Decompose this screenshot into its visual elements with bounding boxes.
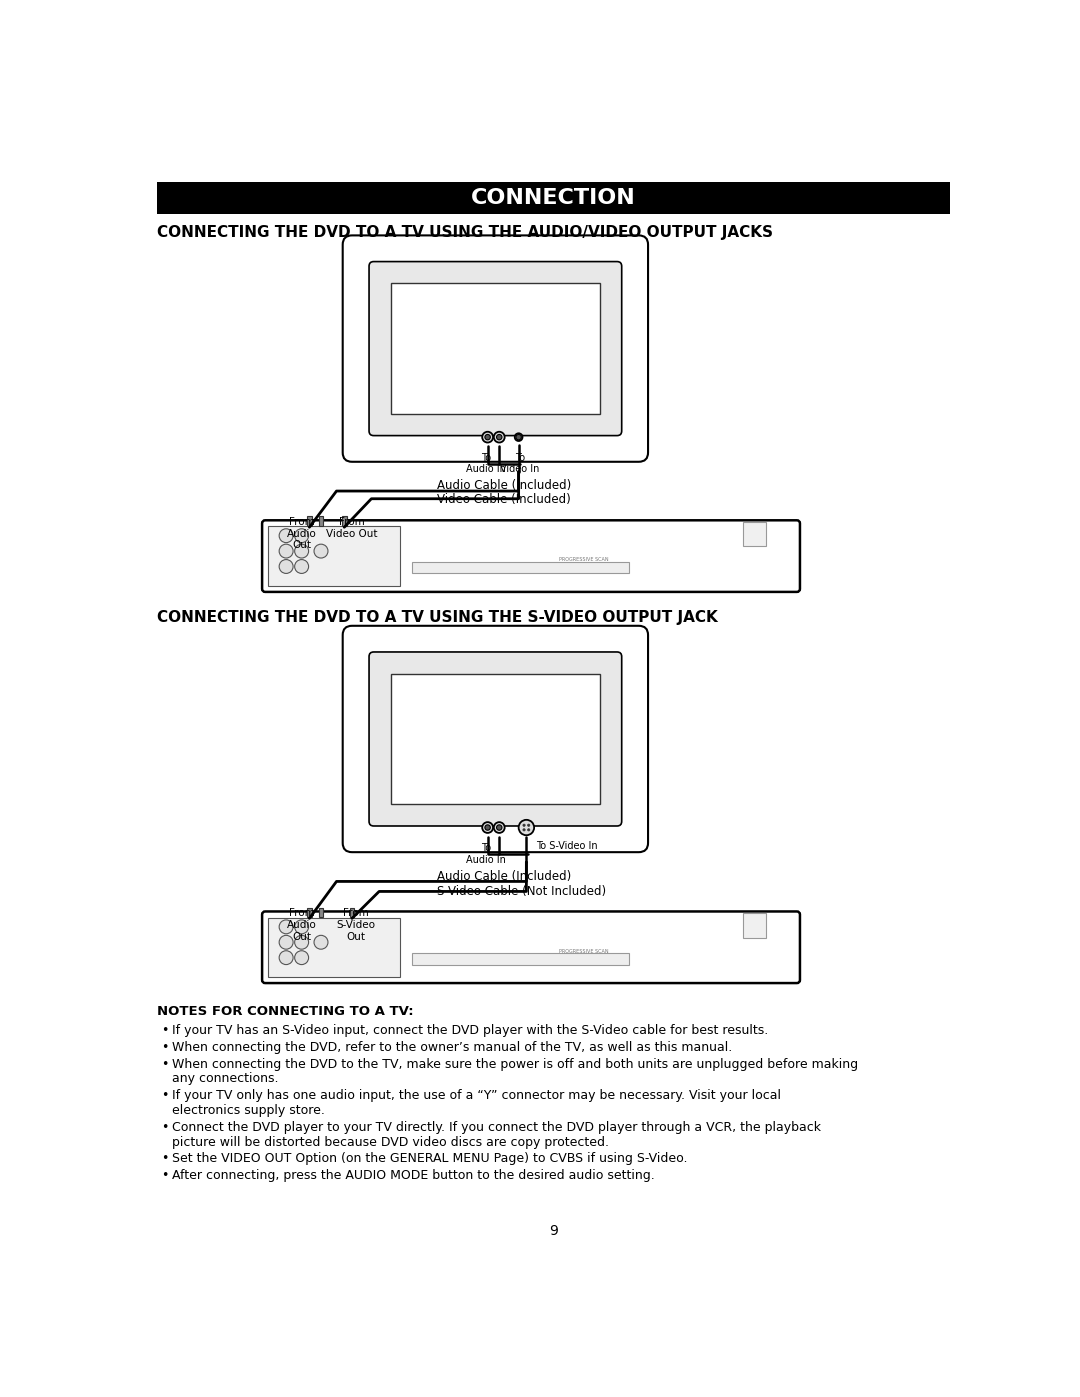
Circle shape [295,545,309,557]
Text: When connecting the DVD to the TV, make sure the power is off and both units are: When connecting the DVD to the TV, make … [172,1058,859,1070]
Text: •: • [161,1120,168,1134]
Circle shape [516,434,522,440]
Circle shape [279,951,293,964]
Bar [319,517,323,525]
Bar [268,527,400,585]
Bar [350,908,354,916]
Text: •: • [161,1058,168,1070]
Text: To S-Video In: To S-Video In [536,841,597,851]
Text: S-Video Cable (Not Included): S-Video Cable (Not Included) [437,884,606,898]
Circle shape [295,951,309,964]
Circle shape [279,921,293,933]
Text: Video Cable (Included): Video Cable (Included) [437,493,571,506]
Circle shape [295,936,309,949]
Text: If your TV has an S-Video input, connect the DVD player with the S-Video cable f: If your TV has an S-Video input, connect… [172,1024,769,1037]
Bar [319,908,323,916]
Text: After connecting, press the AUDIO MODE button to the desired audio setting.: After connecting, press the AUDIO MODE b… [172,1169,654,1182]
Text: PROGRESSIVE SCAN: PROGRESSIVE SCAN [559,557,609,563]
Bar [743,914,766,937]
Circle shape [295,560,309,573]
Text: •: • [161,1041,168,1053]
Text: To
Video In: To Video In [500,453,540,474]
FancyBboxPatch shape [262,911,800,983]
Text: To
Audio In: To Audio In [467,842,507,865]
Circle shape [314,936,328,949]
Circle shape [295,529,309,542]
Text: To
Audio In: To Audio In [467,453,507,474]
Circle shape [515,433,523,441]
Bar [743,522,766,546]
Text: •: • [161,1024,168,1037]
Text: Connect the DVD player to your TV directly. If you connect the DVD player throug: Connect the DVD player to your TV direct… [172,1120,821,1134]
Circle shape [518,820,535,835]
Text: If your TV only has one audio input, the use of a “Y” connector may be necessary: If your TV only has one audio input, the… [172,1090,781,1102]
Circle shape [494,432,504,443]
FancyBboxPatch shape [369,652,622,826]
Circle shape [279,936,293,949]
Bar [413,953,630,964]
Bar [342,517,347,525]
Text: •: • [161,1169,168,1182]
Circle shape [295,921,309,933]
Text: CONNECTION: CONNECTION [471,187,636,208]
Circle shape [279,529,293,542]
Text: Set the VIDEO OUT Option (on the GENERAL MENU Page) to CVBS if using S-Video.: Set the VIDEO OUT Option (on the GENERAL… [172,1153,688,1165]
Bar [157,182,950,214]
FancyBboxPatch shape [262,520,800,592]
Text: picture will be distorted because DVD video discs are copy protected.: picture will be distorted because DVD vi… [172,1136,609,1148]
Circle shape [485,824,490,830]
Text: From
Audio
Out: From Audio Out [287,517,316,550]
Text: any connections.: any connections. [172,1073,279,1085]
Circle shape [482,823,494,833]
Circle shape [314,545,328,557]
FancyBboxPatch shape [342,236,648,462]
Text: CONNECTING THE DVD TO A TV USING THE S-VIDEO OUTPUT JACK: CONNECTING THE DVD TO A TV USING THE S-V… [157,610,717,626]
Circle shape [279,545,293,557]
Circle shape [523,828,525,831]
Circle shape [494,823,504,833]
Circle shape [527,828,530,831]
Circle shape [523,824,525,827]
Circle shape [482,432,494,443]
FancyBboxPatch shape [342,626,648,852]
Circle shape [279,560,293,573]
Circle shape [497,434,502,440]
Bar [307,908,312,916]
Circle shape [497,824,502,830]
Text: Audio Cable (Included): Audio Cable (Included) [437,869,571,883]
Text: electronics supply store.: electronics supply store. [172,1104,325,1118]
Bar [307,517,312,525]
Text: 9: 9 [549,1224,558,1238]
Bar [391,673,600,805]
Text: From
Audio
Out: From Audio Out [287,908,316,942]
Text: From
Video Out: From Video Out [326,517,378,539]
Text: PROGRESSIVE SCAN: PROGRESSIVE SCAN [559,949,609,954]
Bar [413,562,630,573]
Text: From
S-Video
Out: From S-Video Out [336,908,376,942]
Circle shape [527,824,530,827]
Circle shape [485,434,490,440]
Text: When connecting the DVD, refer to the owner’s manual of the TV, as well as this : When connecting the DVD, refer to the ow… [172,1041,732,1053]
FancyBboxPatch shape [369,261,622,436]
Bar [268,918,400,977]
Text: CONNECTING THE DVD TO A TV USING THE AUDIO/VIDEO OUTPUT JACKS: CONNECTING THE DVD TO A TV USING THE AUD… [157,225,772,240]
Text: •: • [161,1090,168,1102]
Text: Audio Cable (Included): Audio Cable (Included) [437,479,571,492]
Text: NOTES FOR CONNECTING TO A TV:: NOTES FOR CONNECTING TO A TV: [157,1006,414,1018]
Text: •: • [161,1153,168,1165]
Bar [391,284,600,414]
